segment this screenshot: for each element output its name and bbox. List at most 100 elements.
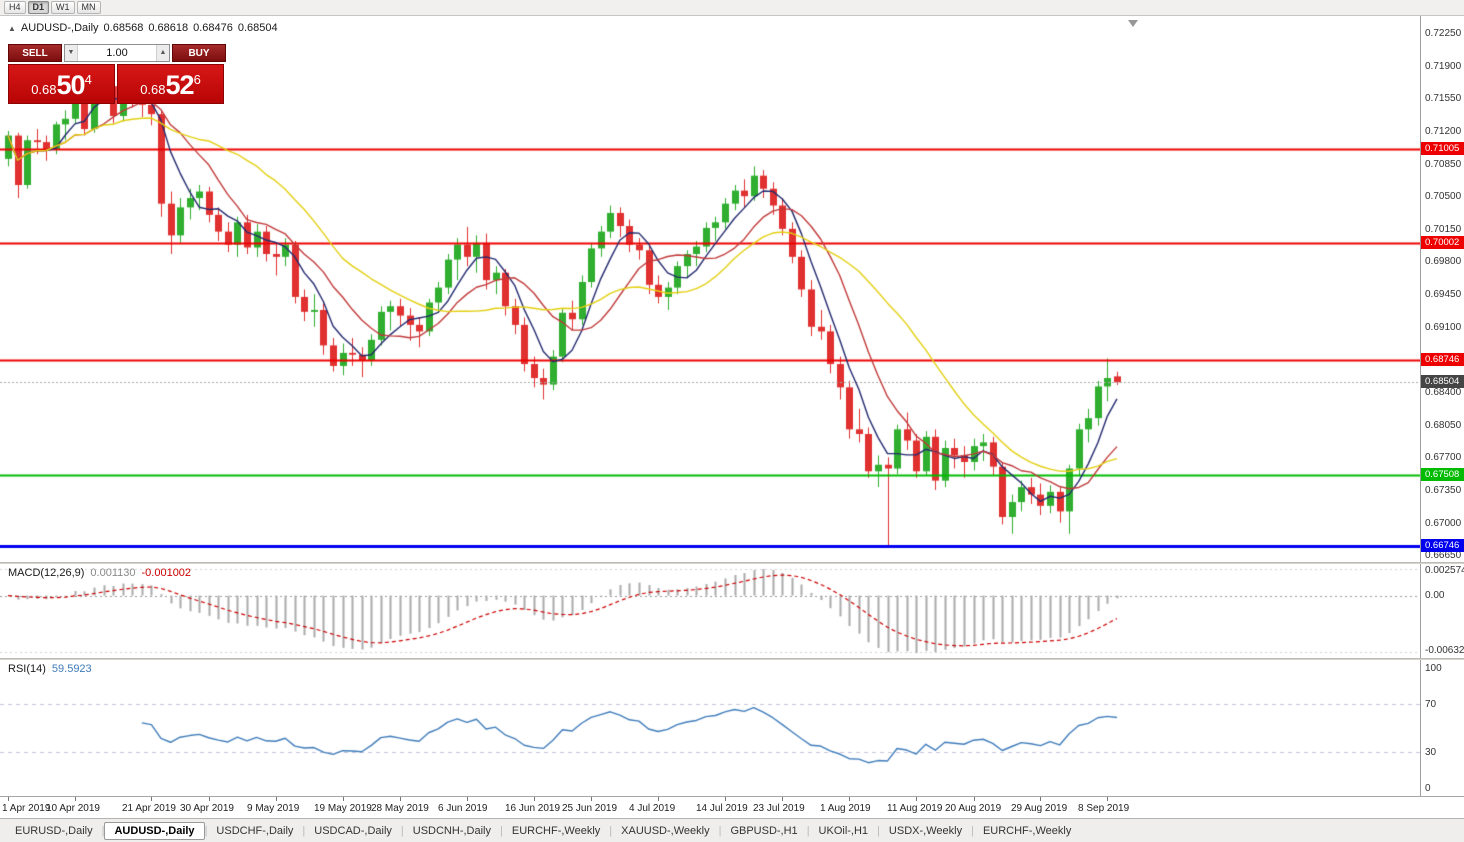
- buy-price-sup: 6: [193, 72, 201, 87]
- time-axis-tick: [725, 797, 726, 801]
- tab-separator: |: [204, 824, 208, 837]
- macd-indicator-label: MACD(12,26,9) 0.001130 -0.001002: [8, 567, 191, 579]
- price-axis-tick: 0.67350: [1425, 484, 1462, 496]
- time-axis-tick: [916, 797, 917, 801]
- symbol-tab-11[interactable]: EURCHF-,Weekly: [982, 824, 1072, 837]
- symbol-tab-6[interactable]: EURCHF-,Weekly: [511, 824, 601, 837]
- price-axis-tick: 0.70500: [1425, 191, 1462, 203]
- current-price-tag: 0.68504: [1421, 375, 1464, 389]
- pane-separator[interactable]: [0, 658, 1464, 660]
- sell-price-button[interactable]: 0.68 50 4: [8, 64, 115, 104]
- timeframe-button-mn[interactable]: MN: [76, 1, 101, 14]
- price-axis-tick: 0.71900: [1425, 60, 1462, 72]
- symbol-tab-9[interactable]: UKOil-,H1: [818, 824, 869, 837]
- symbol-tab-7[interactable]: XAUUSD-,Weekly: [621, 824, 710, 837]
- time-axis: 1 Apr 2019 10 Apr 2019 21 Apr 2019 30 Apr 2…: [0, 796, 1464, 818]
- buy-price-prefix: 0.68: [140, 82, 166, 97]
- time-axis-label: 29 Aug 2019: [1011, 803, 1068, 814]
- symbol-tab-8[interactable]: GBPUSD-,H1: [730, 824, 798, 837]
- symbol-tab-1[interactable]: EURUSD-,Daily: [15, 824, 93, 837]
- time-axis-tick: [209, 797, 210, 801]
- timeframe-button-d1[interactable]: D1: [27, 1, 50, 14]
- symbol-tab-4[interactable]: USDCAD-,Daily: [314, 824, 392, 837]
- time-axis-label: 16 Jun 2019: [505, 803, 561, 814]
- price-axis-tick: 0.67000: [1425, 517, 1462, 529]
- time-axis-tick: [75, 797, 76, 801]
- time-axis-tick: [1040, 797, 1041, 801]
- time-axis-tick: [467, 797, 468, 801]
- chart-shift-marker-icon[interactable]: [1128, 20, 1138, 27]
- sell-price-big: 50: [56, 70, 86, 100]
- time-axis-label: 11 Aug 2019: [887, 803, 943, 814]
- tab-separator: |: [101, 824, 105, 837]
- rsi-axis-tick: 30: [1425, 747, 1437, 758]
- time-axis-label: 8 Sep 2019: [1078, 803, 1130, 814]
- time-axis-label: 20 Aug 2019: [945, 803, 1002, 814]
- buy-button[interactable]: BUY: [172, 44, 226, 62]
- time-axis-tick: [151, 797, 152, 801]
- tab-separator: |: [971, 824, 974, 837]
- chart-title: ▲ AUDUSD-,Daily 0.68568 0.68618 0.68476 …: [8, 22, 278, 34]
- symbol-tab-10[interactable]: USDX-,Weekly: [888, 824, 963, 837]
- ohlc-open: 0.68568: [103, 22, 144, 34]
- symbol-tab-2[interactable]: AUDUSD-,Daily: [104, 821, 205, 840]
- time-axis-tick: [782, 797, 783, 801]
- rsi-axis-tick: 0: [1425, 783, 1431, 794]
- ohlc-close: 0.68504: [237, 22, 278, 34]
- timeframe-toolbar: H4 D1 W1 MN: [0, 0, 1464, 16]
- volume-down-icon[interactable]: ▼: [65, 45, 78, 61]
- buy-price-button[interactable]: 0.68 52 6: [117, 64, 224, 104]
- time-axis-tick: [534, 797, 535, 801]
- time-axis-label: 1 Apr 2019: [2, 803, 51, 814]
- price-axis-tick: 0.71200: [1425, 125, 1462, 137]
- chart-symbol-label: AUDUSD-,Daily: [20, 22, 99, 34]
- time-axis-tick: [974, 797, 975, 801]
- ohlc-low: 0.68476: [193, 22, 233, 34]
- time-axis-tick: [343, 797, 344, 801]
- time-axis-tick: [849, 797, 850, 801]
- rsi-name: RSI(14): [8, 663, 46, 675]
- macd-name: MACD(12,26,9): [8, 567, 85, 579]
- rsi-axis-tick: 100: [1425, 663, 1442, 674]
- symbol-tab-5[interactable]: USDCNH-,Daily: [412, 824, 491, 837]
- time-axis-label: 23 Jul 2019: [753, 803, 805, 814]
- macd-axis-min: -0.006326: [1425, 645, 1464, 656]
- rsi-indicator-label: RSI(14) 59.5923: [8, 663, 92, 675]
- time-axis-label: 25 Jun 2019: [562, 803, 618, 814]
- price-axis-tick: 0.70150: [1425, 223, 1462, 235]
- timeframe-button-h4[interactable]: H4: [4, 1, 26, 14]
- price-axis-tick: 0.66650: [1425, 550, 1462, 562]
- sell-button[interactable]: SELL: [8, 44, 62, 62]
- time-axis-label: 1 Aug 2019: [820, 803, 871, 814]
- price-axis-tick: 0.69800: [1425, 256, 1462, 268]
- volume-input[interactable]: [78, 47, 156, 59]
- timeframe-button-w1[interactable]: W1: [51, 1, 75, 14]
- time-axis-label: 21 Apr 2019: [122, 803, 176, 814]
- time-axis-tick: [400, 797, 401, 801]
- volume-up-icon[interactable]: ▲: [156, 45, 169, 61]
- trade-controls-row: SELL ▼ ▲ BUY: [8, 44, 226, 62]
- time-axis-label: 14 Jul 2019: [696, 803, 748, 814]
- price-chart-canvas[interactable]: [0, 16, 1420, 562]
- macd-chart-canvas[interactable]: [0, 564, 1420, 658]
- price-axis-tick: 0.69450: [1425, 289, 1462, 301]
- price-axis-tick: 0.71550: [1425, 93, 1462, 105]
- macd-main-value: 0.001130: [90, 567, 136, 579]
- level-price-tag: 0.67508: [1421, 468, 1464, 482]
- time-axis-tick: [276, 797, 277, 801]
- price-axis-tick: 0.67700: [1425, 452, 1462, 464]
- price-axis-tick: 0.68050: [1425, 419, 1462, 431]
- pane-separator[interactable]: [0, 562, 1464, 564]
- sell-price-prefix: 0.68: [31, 82, 57, 97]
- symbol-tab-3[interactable]: USDCHF-,Daily: [216, 824, 294, 837]
- level-price-tag: 0.70002: [1421, 235, 1464, 249]
- price-axis-tick: 0.69100: [1425, 321, 1462, 333]
- rsi-chart-canvas[interactable]: [0, 660, 1420, 796]
- one-click-collapse-icon[interactable]: ▲: [8, 23, 16, 33]
- time-axis-label: 10 Apr 2019: [46, 803, 100, 814]
- time-axis-tick: [1107, 797, 1108, 801]
- macd-axis-zero: 0.00: [1425, 589, 1445, 601]
- sell-price-sup: 4: [84, 72, 92, 87]
- tab-separator: |: [609, 824, 613, 837]
